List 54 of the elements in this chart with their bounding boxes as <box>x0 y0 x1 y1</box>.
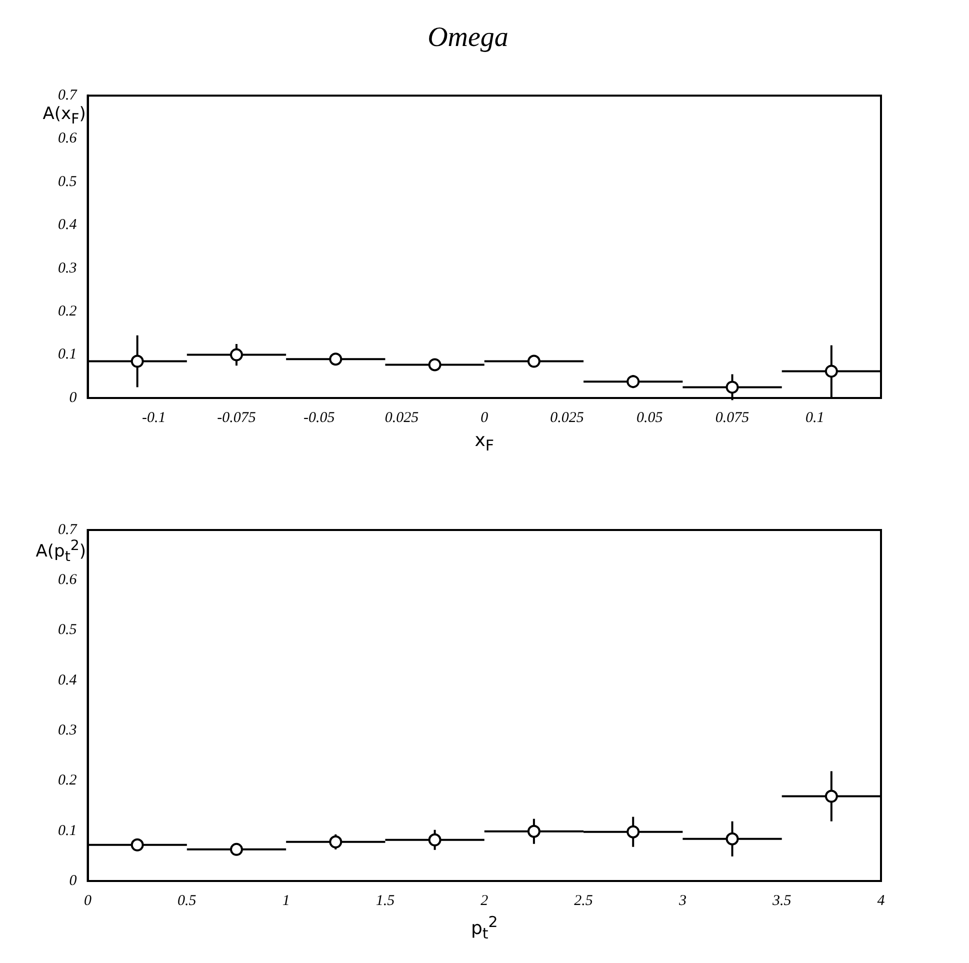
x-tick-label: 3 <box>678 892 686 909</box>
point <box>230 348 243 362</box>
y-tick-label: 0.5 <box>58 622 78 638</box>
chart-title: Omega <box>428 22 508 54</box>
x-tick-label: -0.1 <box>142 410 166 426</box>
x-tick-label: 1.5 <box>376 892 396 909</box>
point <box>726 380 739 394</box>
x-tick-label: 0 <box>84 892 92 909</box>
x-tick-label: 0.5 <box>178 892 197 909</box>
y-tick-label: 0 <box>69 390 78 406</box>
point <box>626 825 640 838</box>
y-axis-title: A(p$_{t}$$^{2}$) <box>36 538 86 566</box>
point <box>428 833 442 846</box>
point <box>329 352 342 366</box>
point <box>824 364 838 378</box>
x-tick-label: 3.5 <box>771 892 792 909</box>
y-tick-label: 0.6 <box>58 130 78 147</box>
y-tick-label: 0 <box>69 872 78 889</box>
x-tick-label: 0.075 <box>715 410 750 426</box>
y-tick-label: 0.4 <box>58 672 78 688</box>
y-tick-label: 0.1 <box>58 346 77 363</box>
point <box>527 354 540 368</box>
y-tick-label: 0.6 <box>58 572 78 588</box>
point <box>130 354 144 368</box>
y-tick-label: 0.7 <box>58 522 78 538</box>
y-tick-label: 0.3 <box>58 260 77 276</box>
point <box>626 375 640 388</box>
x-tick-label: 0.025 <box>550 410 584 426</box>
x-tick-label: 0.025 <box>384 410 420 426</box>
x-tick-label: 2 <box>480 892 489 909</box>
x-tick-label: 0.05 <box>636 410 664 426</box>
x-tick-label: 0.1 <box>806 410 824 426</box>
point <box>329 835 342 848</box>
y-tick-label: 0.7 <box>58 88 78 104</box>
y-axis-title: A(x$_{F}$) <box>42 104 86 127</box>
x-tick-label: 1 <box>282 892 290 909</box>
x-tick-label: -0.075 <box>217 410 256 426</box>
point <box>428 358 442 372</box>
x-tick-label: 2.5 <box>574 892 594 909</box>
x-tick-label: -0.05 <box>303 410 336 426</box>
point <box>726 832 739 846</box>
x-tick-label: 4 <box>877 892 886 909</box>
point <box>824 790 838 803</box>
point <box>230 842 243 856</box>
point <box>130 838 144 852</box>
y-tick-label: 0.2 <box>58 304 78 320</box>
y-tick-label: 0.3 <box>58 722 77 739</box>
x-axis-title: x$_{F}$ <box>474 430 494 455</box>
x-tick-label: 0 <box>480 410 489 426</box>
y-tick-label: 0.5 <box>58 174 78 190</box>
y-tick-label: 0.2 <box>58 772 78 789</box>
y-tick-label: 0.1 <box>58 822 77 839</box>
y-tick-label: 0.4 <box>58 217 78 234</box>
point <box>527 824 540 838</box>
